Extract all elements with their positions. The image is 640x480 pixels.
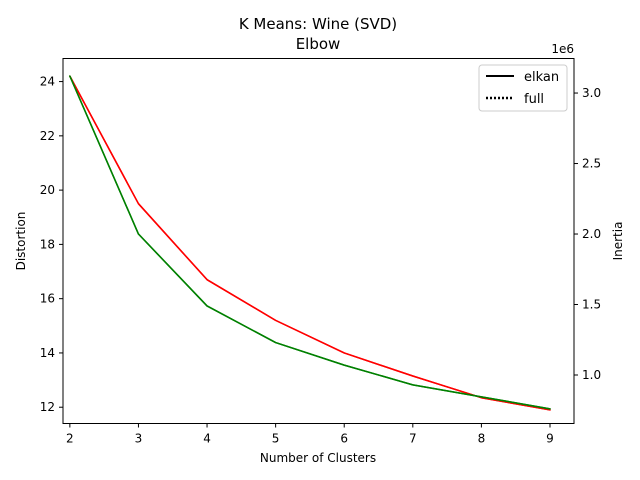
y-axis-left-label: Distortion bbox=[14, 212, 28, 271]
legend-label-elkan: elkan bbox=[524, 70, 559, 85]
y-left-tick-label: 14 bbox=[40, 346, 55, 360]
y-left-tick-label: 12 bbox=[40, 400, 55, 414]
y-right-tick-label: 2.0 bbox=[582, 227, 601, 241]
right-axis-offset-label: 1e6 bbox=[551, 42, 574, 56]
x-tick-label: 6 bbox=[340, 432, 348, 446]
x-tick-label: 3 bbox=[135, 432, 143, 446]
x-tick-label: 9 bbox=[546, 432, 554, 446]
legend-label-full: full bbox=[524, 92, 544, 107]
y-right-tick-label: 1.0 bbox=[582, 368, 601, 382]
y-left-tick-label: 18 bbox=[40, 237, 55, 251]
y-left-tick-label: 24 bbox=[40, 75, 55, 89]
y-axis-right-label: Inertia bbox=[611, 222, 625, 261]
y-right-tick-label: 2.5 bbox=[582, 157, 601, 171]
y-left-tick-label: 16 bbox=[40, 292, 55, 306]
y-left-tick-label: 20 bbox=[40, 183, 55, 197]
x-tick-label: 5 bbox=[272, 432, 280, 446]
plot-frame bbox=[62, 58, 575, 424]
y-right-tick-label: 1.5 bbox=[582, 298, 601, 312]
x-tick-label: 8 bbox=[478, 432, 486, 446]
y-left-tick-label: 22 bbox=[40, 129, 55, 143]
x-tick-label: 7 bbox=[409, 432, 417, 446]
y-right-tick-label: 3.0 bbox=[582, 86, 601, 100]
x-tick-label: 4 bbox=[203, 432, 211, 446]
series-line-right-3 bbox=[69, 75, 551, 410]
legend: elkan full bbox=[478, 64, 568, 112]
x-axis-label: Number of Clusters bbox=[260, 451, 376, 465]
x-tick-label: 2 bbox=[66, 432, 74, 446]
chart-title-line2: Elbow bbox=[296, 35, 341, 53]
chart-title-line1: K Means: Wine (SVD) bbox=[239, 15, 397, 33]
